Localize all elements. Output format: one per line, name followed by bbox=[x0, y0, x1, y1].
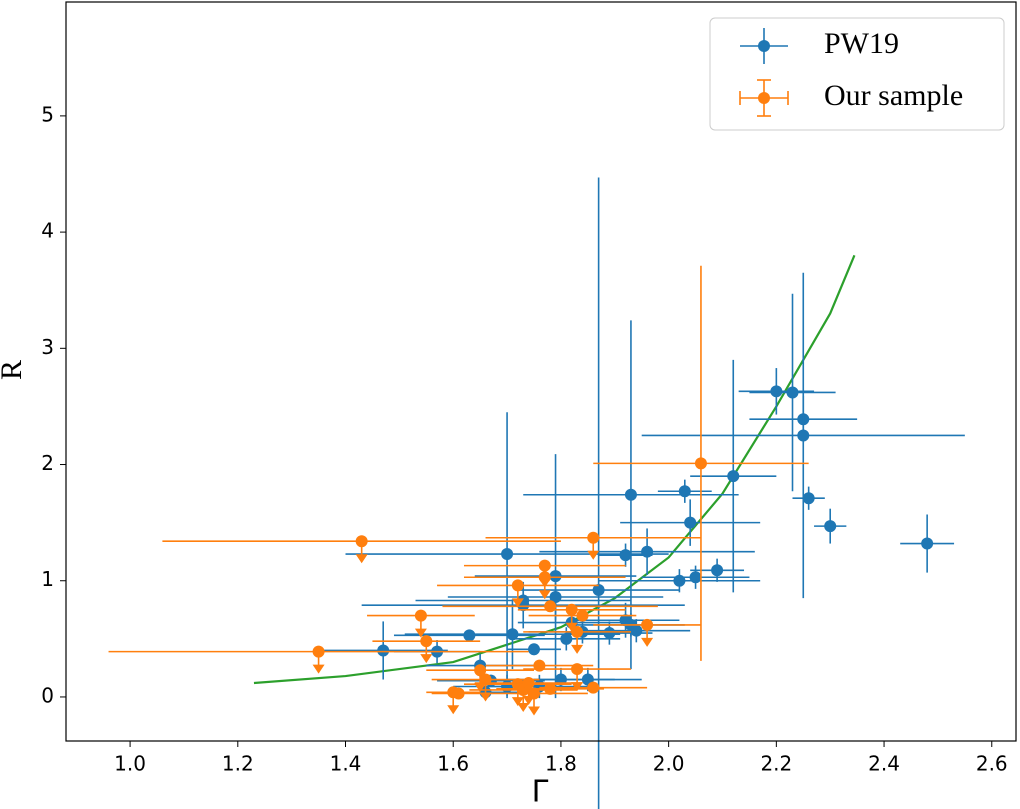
point bbox=[797, 429, 810, 442]
point bbox=[565, 603, 578, 616]
point bbox=[921, 537, 934, 550]
x-tick-label: 1.8 bbox=[545, 752, 577, 776]
point bbox=[538, 571, 551, 584]
y-tick-label: 5 bbox=[41, 102, 54, 126]
point bbox=[560, 632, 573, 645]
y-tick-label: 3 bbox=[41, 335, 54, 359]
upper-limit-arrow bbox=[587, 550, 600, 560]
upper-limit-arrow bbox=[527, 706, 540, 716]
point bbox=[587, 531, 600, 544]
y-axis-label: R bbox=[0, 360, 28, 380]
point bbox=[576, 609, 589, 622]
point bbox=[549, 591, 562, 604]
x-tick-label: 1.6 bbox=[437, 752, 469, 776]
model-curve bbox=[253, 254, 856, 685]
point bbox=[414, 609, 427, 622]
upper-limit-arrow bbox=[414, 628, 427, 638]
point bbox=[678, 485, 691, 498]
point bbox=[522, 677, 535, 690]
upper-limit-arrow bbox=[474, 683, 487, 693]
upper-limit-arrow bbox=[571, 682, 584, 692]
point bbox=[630, 624, 643, 637]
point bbox=[694, 457, 707, 470]
x-tick-label: 1.2 bbox=[222, 752, 254, 776]
point bbox=[684, 516, 697, 529]
x-tick-label: 2.6 bbox=[976, 752, 1008, 776]
point bbox=[603, 627, 616, 640]
point bbox=[355, 535, 368, 548]
upper-limit-arrow bbox=[565, 622, 578, 632]
point bbox=[624, 488, 637, 501]
point bbox=[420, 635, 433, 648]
point bbox=[312, 645, 325, 658]
upper-limit-arrow bbox=[571, 644, 584, 654]
upper-limit-arrow bbox=[312, 664, 325, 674]
upper-limit-arrow bbox=[511, 598, 524, 608]
x-tick-label: 1.4 bbox=[330, 752, 362, 776]
upper-limit-arrow bbox=[355, 554, 368, 564]
point bbox=[571, 625, 584, 638]
y-tick-label: 1 bbox=[41, 567, 54, 591]
point bbox=[511, 579, 524, 592]
legend-icon bbox=[758, 92, 770, 104]
upper-limit-arrow bbox=[447, 705, 460, 715]
y-tick-label: 4 bbox=[41, 219, 54, 243]
point bbox=[544, 682, 557, 695]
upper-limit-arrow bbox=[479, 692, 492, 702]
upper-limit-arrow bbox=[511, 697, 524, 707]
point bbox=[501, 548, 514, 561]
legend-label: Our sample bbox=[824, 79, 963, 112]
point bbox=[506, 628, 519, 641]
point bbox=[641, 545, 654, 558]
plot-frame bbox=[65, 1, 1017, 742]
point bbox=[538, 559, 551, 572]
point bbox=[527, 687, 540, 700]
x-tick-label: 2.2 bbox=[760, 752, 792, 776]
point bbox=[463, 629, 476, 642]
upper-limit-arrow bbox=[517, 702, 530, 712]
point bbox=[727, 470, 740, 483]
point bbox=[452, 687, 465, 700]
upper-limit-arrow bbox=[538, 590, 551, 600]
point bbox=[770, 385, 783, 398]
point bbox=[641, 618, 654, 631]
point bbox=[474, 664, 487, 677]
point bbox=[802, 492, 815, 505]
upper-limit-arrow bbox=[641, 637, 654, 647]
legend-icon bbox=[758, 40, 770, 52]
y-tick-label: 2 bbox=[41, 451, 54, 475]
upper-limit-arrow bbox=[420, 654, 433, 664]
point bbox=[587, 681, 600, 694]
point bbox=[377, 644, 390, 657]
point bbox=[527, 643, 540, 656]
point bbox=[689, 571, 702, 584]
y-tick-label: 0 bbox=[41, 683, 54, 707]
point bbox=[786, 386, 799, 399]
legend-label: PW19 bbox=[824, 27, 899, 60]
point bbox=[592, 584, 605, 597]
point bbox=[571, 663, 584, 676]
point bbox=[711, 564, 724, 577]
x-tick-label: 1.0 bbox=[114, 752, 146, 776]
point bbox=[824, 520, 837, 533]
x-axis-label: Γ bbox=[532, 775, 549, 809]
x-tick-label: 2.0 bbox=[653, 752, 685, 776]
x-tick-label: 2.4 bbox=[868, 752, 900, 776]
